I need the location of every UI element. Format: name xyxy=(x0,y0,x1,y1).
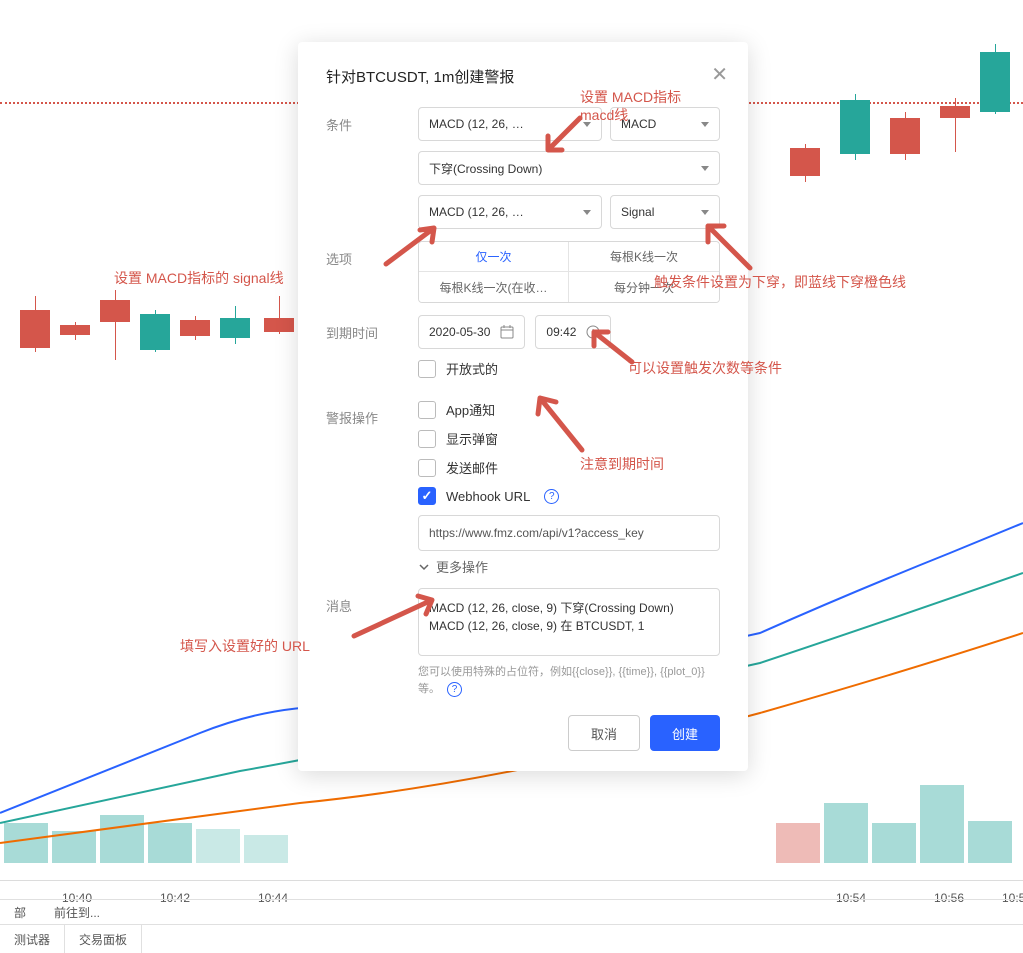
volume-bar xyxy=(968,821,1012,863)
show-popup-label: 显示弹窗 xyxy=(446,429,498,448)
open-ended-checkbox[interactable] xyxy=(418,360,436,378)
webhook-checkbox[interactable] xyxy=(418,487,436,505)
volume-bar xyxy=(196,829,240,863)
chart-xaxis xyxy=(0,880,1023,881)
cancel-button[interactable]: 取消 xyxy=(568,715,640,751)
volume-bar xyxy=(4,823,48,863)
send-email-checkbox[interactable] xyxy=(418,459,436,477)
volume-bar xyxy=(244,835,288,863)
dialog-title: 针对BTCUSDT, 1m创建警报 xyxy=(326,66,720,87)
create-alert-dialog: 针对BTCUSDT, 1m创建警报 ✕ 条件 MACD (12, 26, … M… xyxy=(298,42,748,771)
help-icon[interactable]: ? xyxy=(447,682,462,697)
hint-text: 您可以使用特殊的占位符，例如{{close}}, {{time}}, {{plo… xyxy=(418,664,720,697)
tab-trade-panel[interactable]: 交易面板 xyxy=(65,925,142,953)
volume-bar xyxy=(920,785,964,863)
volume-bar xyxy=(824,803,868,863)
more-actions-toggle[interactable]: 更多操作 xyxy=(418,557,720,576)
condition-label: 条件 xyxy=(326,107,418,134)
option-per-bar[interactable]: 每根K线一次 xyxy=(569,242,719,272)
clock-icon xyxy=(586,325,600,339)
date-input[interactable]: 2020-05-30 xyxy=(418,315,525,349)
annotation-expiry: 注意到期时间 xyxy=(580,454,664,474)
indicator1-select[interactable]: MACD (12, 26, … xyxy=(418,107,602,141)
create-button[interactable]: 创建 xyxy=(650,715,720,751)
option-once[interactable]: 仅一次 xyxy=(419,242,569,272)
expiry-label: 到期时间 xyxy=(326,315,418,342)
volume-bar xyxy=(776,823,820,863)
bottom-tabs: 测试器 交易面板 xyxy=(0,925,142,953)
options-label: 选项 xyxy=(326,241,418,268)
volume-bar xyxy=(148,823,192,863)
annotation-trigger-count: 可以设置触发次数等条件 xyxy=(628,358,782,378)
annotation-macd-line: 设置 MACD指标macd线 xyxy=(580,88,681,124)
calendar-icon xyxy=(500,325,514,339)
send-email-label: 发送邮件 xyxy=(446,458,498,477)
volume-bar xyxy=(100,815,144,863)
option-per-bar-close[interactable]: 每根K线一次(在收… xyxy=(419,272,569,302)
bottom-bar-part: 部 xyxy=(0,904,40,921)
crossing-select[interactable]: 下穿(Crossing Down) xyxy=(418,151,720,185)
alert-action-label: 警报操作 xyxy=(326,400,418,427)
message-textarea[interactable]: MACD (12, 26, close, 9) 下穿(Crossing Down… xyxy=(418,588,720,656)
volume-bar xyxy=(52,831,96,863)
time-input[interactable]: 09:42 xyxy=(535,315,611,349)
show-popup-checkbox[interactable] xyxy=(418,430,436,448)
app-notify-checkbox[interactable] xyxy=(418,401,436,419)
bottom-bar: 部 前往到... xyxy=(0,899,1023,925)
annotation-trigger-condition: 触发条件设置为下穿，即蓝线下穿橙色线 xyxy=(654,272,906,292)
message-label: 消息 xyxy=(326,588,418,615)
annotation-signal-line: 设置 MACD指标的 signal线 xyxy=(114,268,284,288)
indicator2-select[interactable]: MACD (12, 26, … xyxy=(418,195,602,229)
app-notify-label: App通知 xyxy=(446,400,495,419)
webhook-label: Webhook URL xyxy=(446,489,530,504)
tab-tester[interactable]: 测试器 xyxy=(0,925,65,953)
chevron-down-icon xyxy=(418,561,430,573)
field2-select[interactable]: Signal xyxy=(610,195,720,229)
annotation-url: 填写入设置好的 URL xyxy=(180,636,310,656)
goto-link[interactable]: 前往到... xyxy=(40,904,114,921)
close-icon[interactable]: ✕ xyxy=(711,62,728,87)
volume-bar xyxy=(872,823,916,863)
open-ended-label: 开放式的 xyxy=(446,359,498,378)
help-icon[interactable]: ? xyxy=(544,489,559,504)
webhook-url-input[interactable] xyxy=(418,515,720,551)
